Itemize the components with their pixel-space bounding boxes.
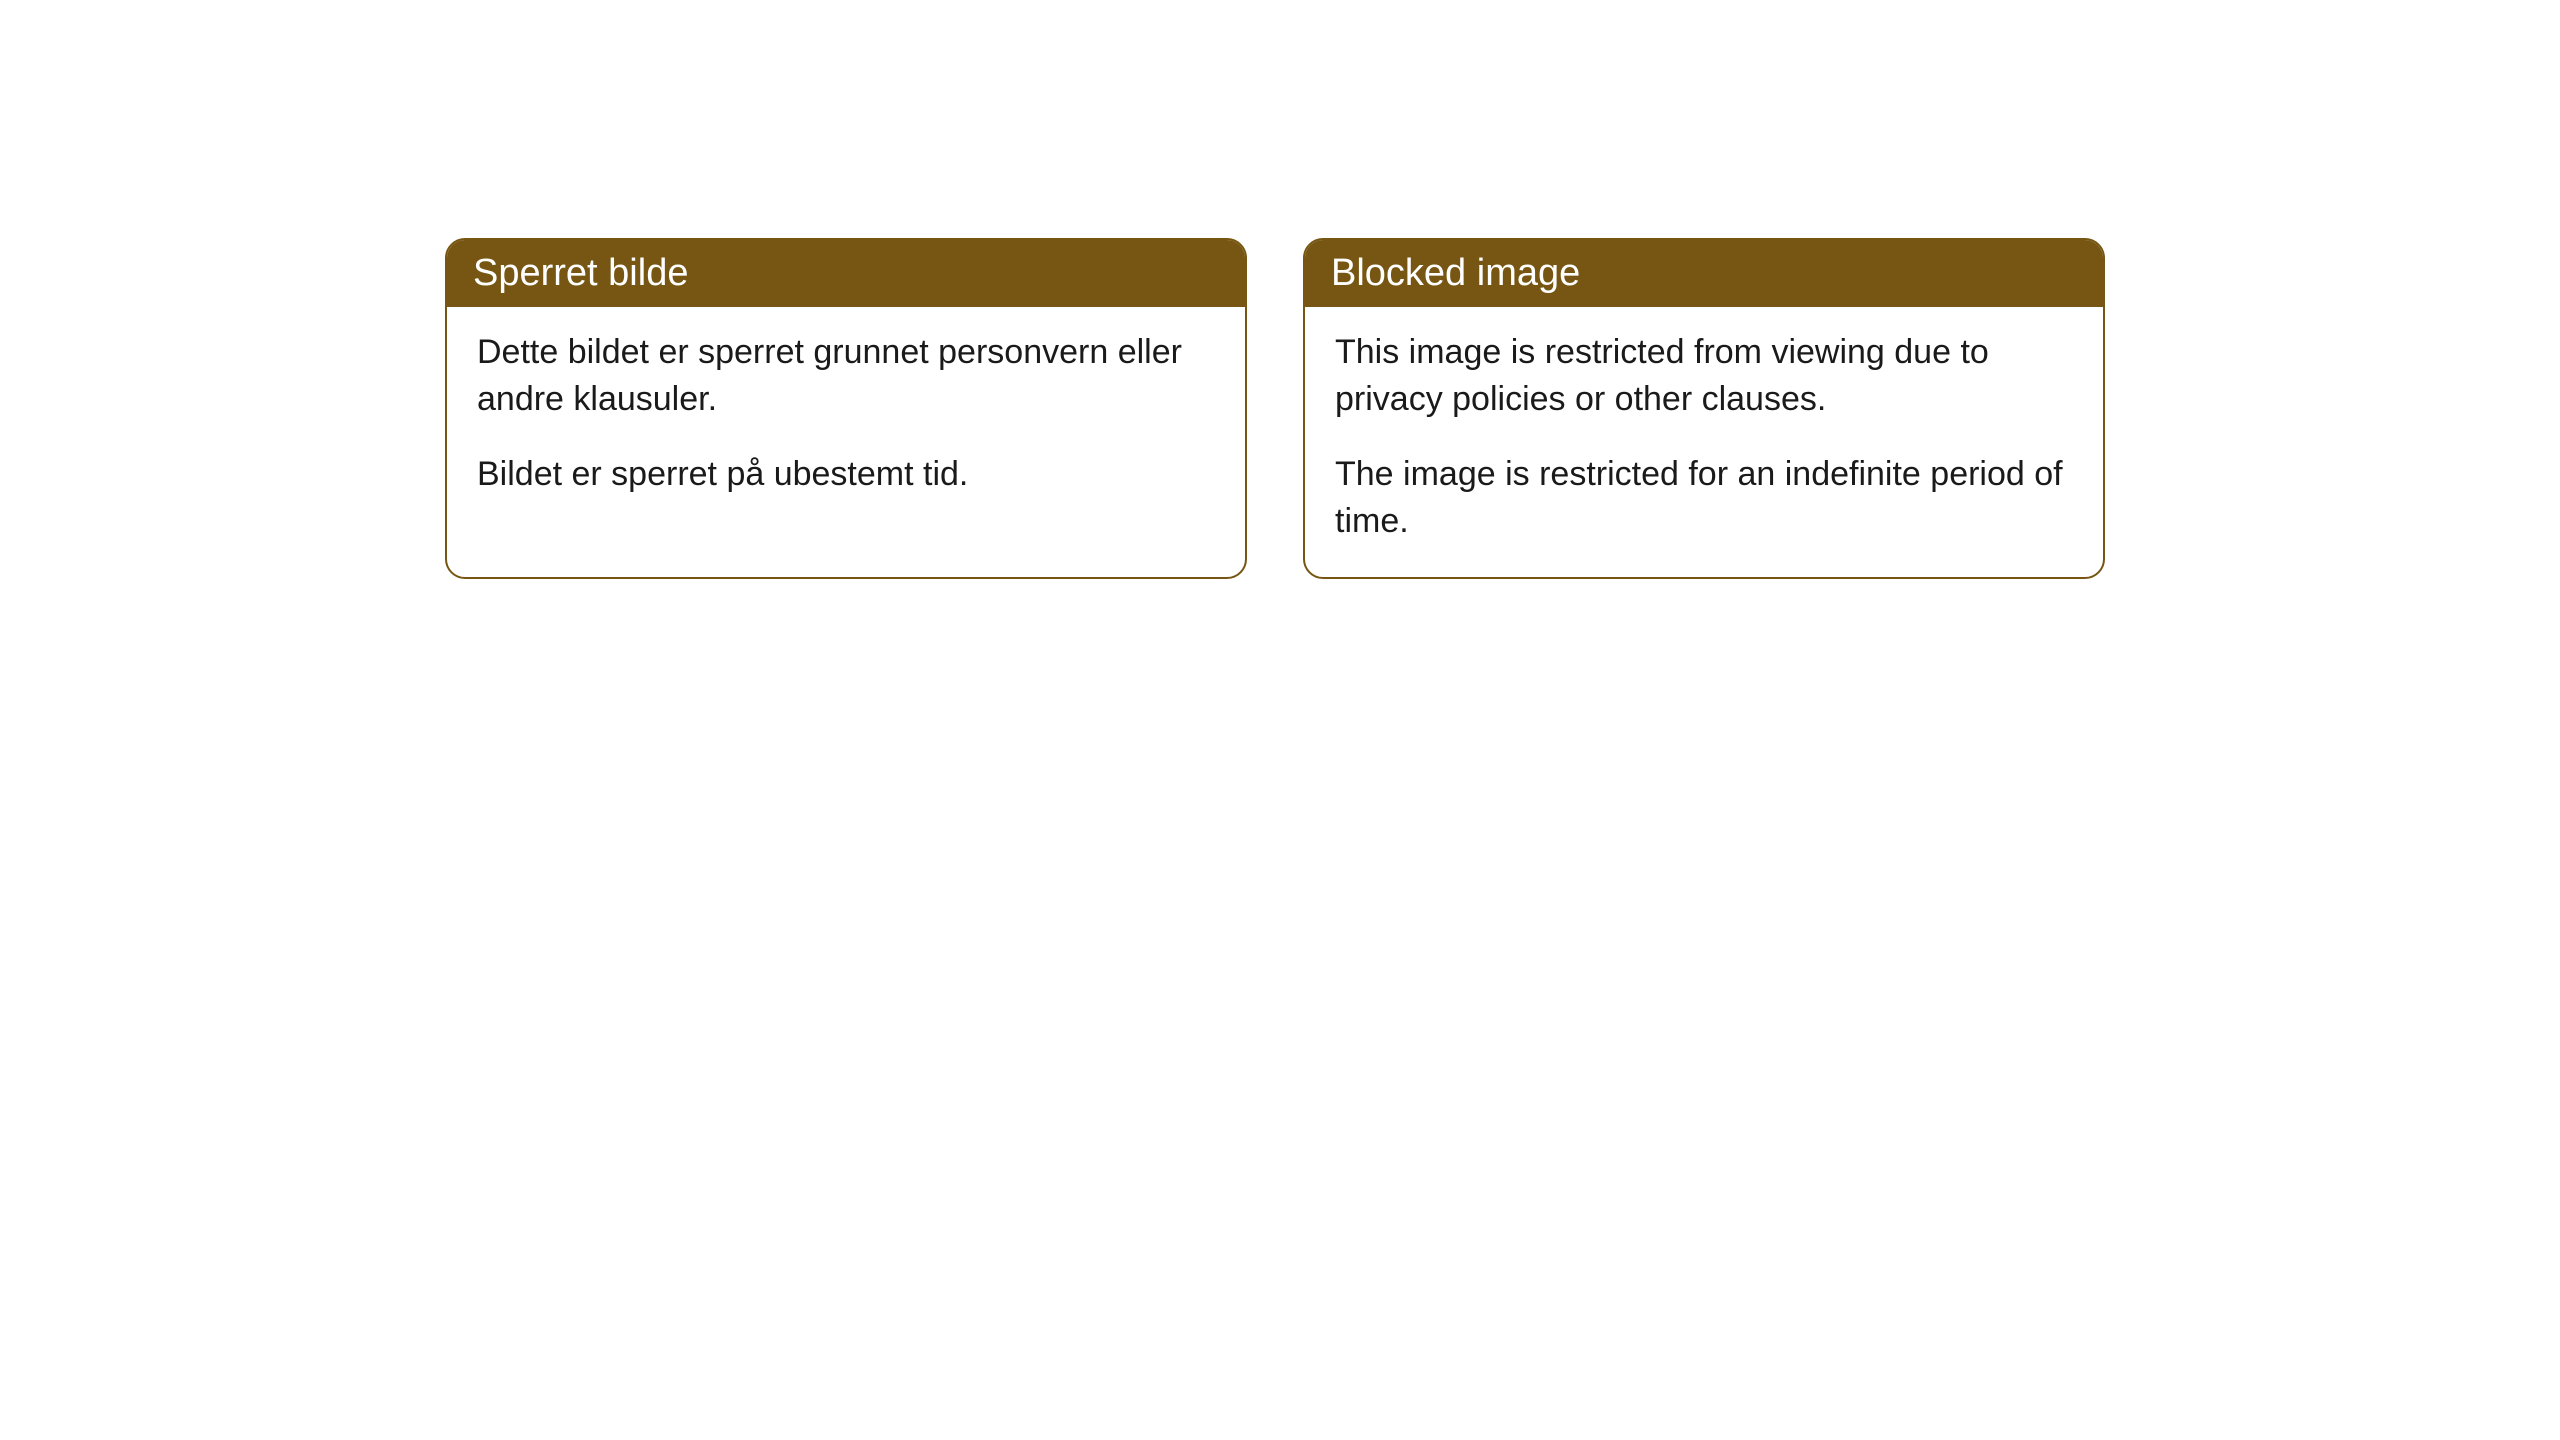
card-paragraph: The image is restricted for an indefinit… — [1335, 451, 2073, 545]
card-paragraph: Dette bildet er sperret grunnet personve… — [477, 329, 1215, 423]
card-paragraph: This image is restricted from viewing du… — [1335, 329, 2073, 423]
blocked-image-card-en: Blocked image This image is restricted f… — [1303, 238, 2105, 579]
card-body: This image is restricted from viewing du… — [1305, 307, 2103, 577]
card-title: Blocked image — [1331, 252, 1580, 294]
blocked-image-card-no: Sperret bilde Dette bildet er sperret gr… — [445, 238, 1247, 579]
card-header: Blocked image — [1305, 240, 2103, 307]
notice-cards-container: Sperret bilde Dette bildet er sperret gr… — [445, 238, 2560, 579]
card-title: Sperret bilde — [473, 252, 688, 294]
card-body: Dette bildet er sperret grunnet personve… — [447, 307, 1245, 530]
card-paragraph: Bildet er sperret på ubestemt tid. — [477, 451, 1215, 498]
card-header: Sperret bilde — [447, 240, 1245, 307]
